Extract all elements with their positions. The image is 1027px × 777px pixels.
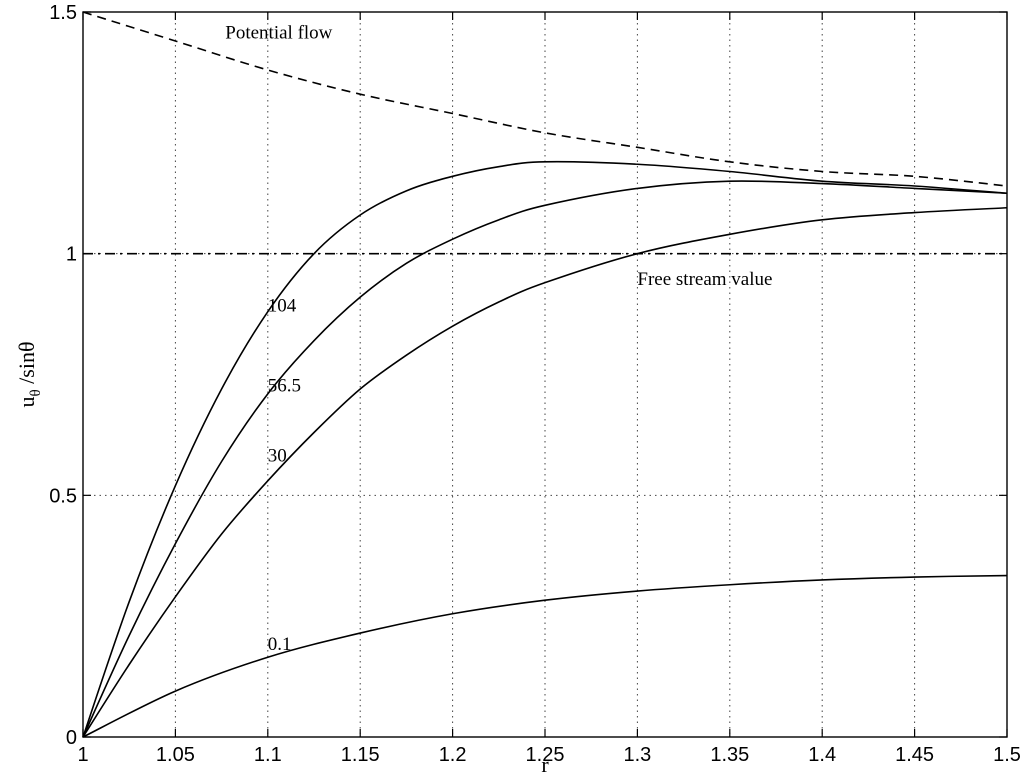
annotation-label: Potential flow [225, 23, 332, 44]
series-56-5 [82, 180, 1008, 738]
annotation-label: 0.1 [268, 634, 292, 655]
x-tick-label: 1.05 [156, 744, 195, 766]
tick-labels: 1 1.05 1.1 1.15 1.2 1.25 1.3 1.35 1.4 1.45 1.5 0 0.5… [49, 2, 1021, 766]
y-tick-label: 0 [66, 727, 77, 749]
x-tick-label: 1.5 [993, 744, 1021, 766]
x-tick-label: 1.3 [623, 744, 651, 766]
y-tick-label: 1.5 [49, 2, 77, 24]
ticks [82, 11, 1008, 738]
series-30 [82, 206, 1008, 738]
y-axis-title: uθ /sinθ [14, 341, 44, 407]
x-tick-label: 1.4 [808, 744, 836, 766]
annotation-label: Free stream value [637, 269, 772, 290]
annotation-label: 56.5 [268, 375, 301, 396]
x-tick-label: 1.35 [710, 744, 749, 766]
annotations: Potential flow Free stream value 104 56.5 30… [225, 23, 772, 655]
x-tick-label: 1.2 [439, 744, 467, 766]
annotation-label: 104 [268, 296, 297, 317]
y-axis-title-sub: θ [28, 389, 44, 396]
annotation-label: 30 [268, 446, 287, 467]
y-tick-label: 0.5 [49, 485, 77, 507]
y-axis-title-main: u [14, 397, 39, 408]
x-tick-label: 1.15 [341, 744, 380, 766]
x-tick-label: 1.1 [254, 744, 282, 766]
y-axis-title-rest: /sinθ [14, 341, 39, 389]
grid [83, 12, 1007, 737]
series-group [82, 11, 1008, 738]
x-tick-label: 1.45 [895, 744, 934, 766]
y-tick-label: 1 [66, 244, 77, 266]
series-0-1 [82, 574, 1008, 738]
x-tick-label: 1.25 [526, 744, 565, 766]
series-potential-flow [82, 11, 1008, 187]
x-tick-label: 1 [77, 744, 88, 766]
series-104 [82, 160, 1008, 738]
x-axis-title: r [541, 752, 549, 777]
